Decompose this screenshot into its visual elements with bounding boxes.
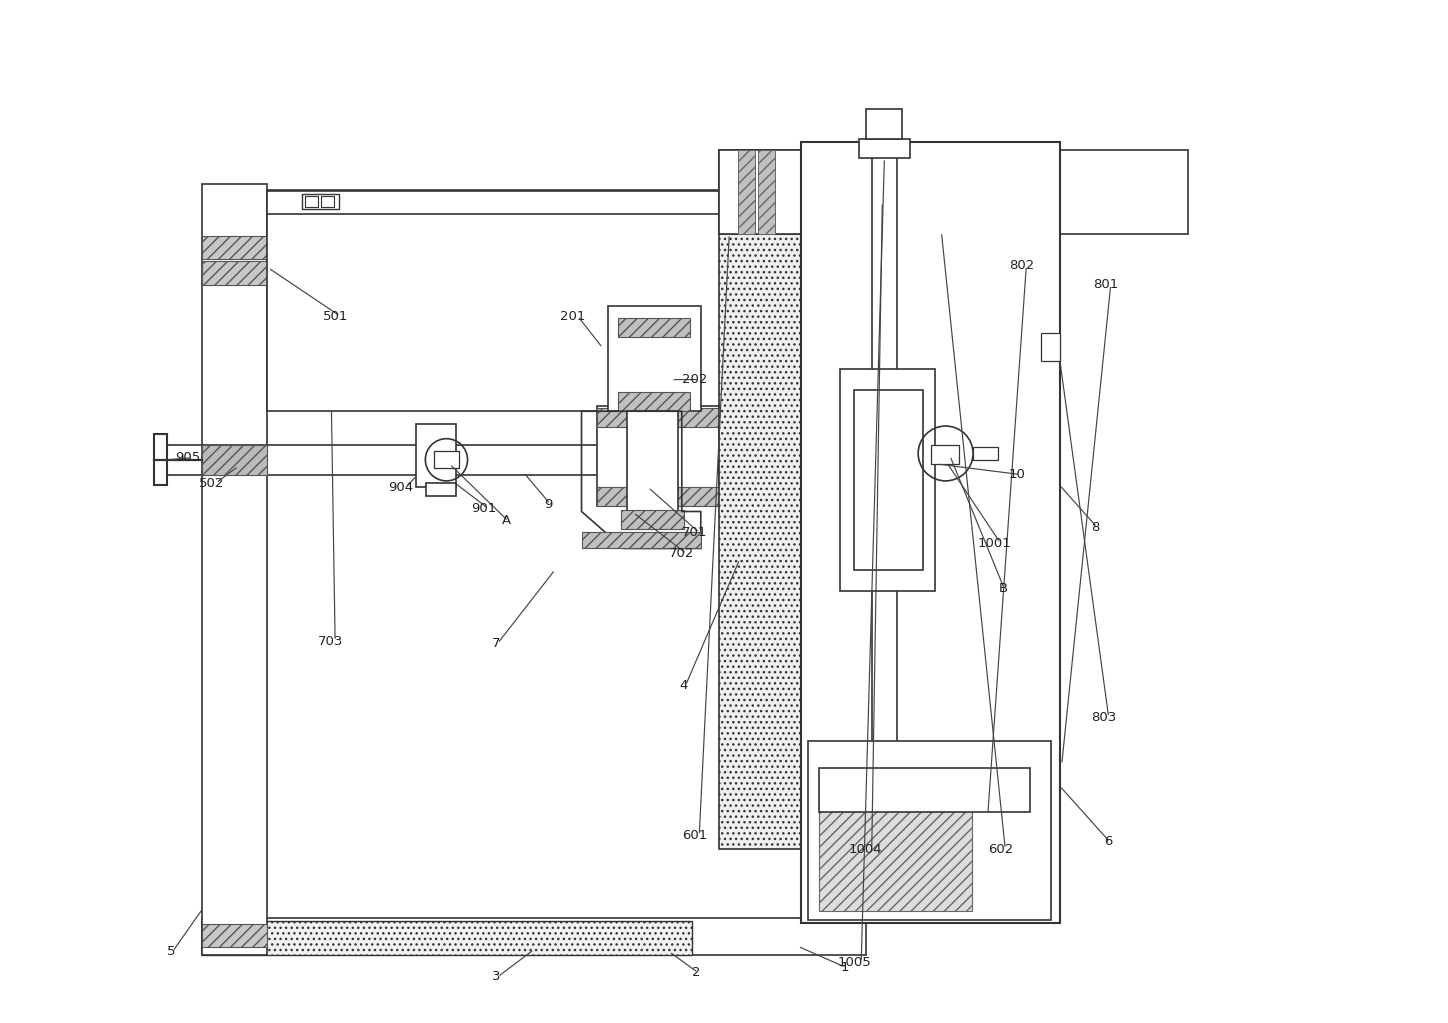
Bar (931, 445, 960, 464)
Bar (627, 411, 678, 512)
Bar (153, 435, 167, 485)
Text: 502: 502 (198, 477, 224, 490)
Text: 1004: 1004 (849, 843, 882, 855)
Bar (201, 445, 266, 475)
Bar (598, 408, 718, 427)
Bar (598, 487, 718, 506)
Bar (718, 152, 801, 849)
Bar (737, 149, 754, 234)
Bar (201, 921, 692, 954)
Bar (426, 483, 456, 496)
Text: 501: 501 (323, 310, 349, 323)
Bar (434, 451, 459, 469)
Bar (801, 142, 1060, 923)
Text: 904: 904 (388, 481, 414, 494)
Bar (416, 424, 456, 487)
Text: 202: 202 (682, 373, 707, 386)
Bar (973, 447, 998, 459)
Text: 1001: 1001 (977, 537, 1011, 549)
Text: 801: 801 (1093, 278, 1119, 292)
Bar (618, 392, 691, 411)
Text: 6: 6 (1103, 836, 1112, 848)
Bar (618, 318, 691, 338)
Text: 901: 901 (471, 502, 497, 515)
Text: 1: 1 (840, 961, 849, 974)
Bar (840, 369, 935, 590)
Text: 2: 2 (692, 966, 701, 979)
Bar (820, 768, 1030, 812)
Text: 9: 9 (544, 497, 553, 510)
Bar (854, 390, 924, 570)
Bar (266, 445, 610, 475)
Bar (266, 190, 785, 214)
Bar (201, 924, 266, 947)
Text: 803: 803 (1092, 711, 1116, 724)
Bar (321, 196, 333, 207)
Bar (582, 532, 701, 548)
Text: B: B (998, 582, 1008, 595)
Bar (201, 918, 866, 954)
Bar (608, 306, 701, 411)
Text: A: A (502, 515, 511, 528)
Text: 701: 701 (682, 526, 707, 539)
Bar (306, 196, 317, 207)
Text: 703: 703 (317, 635, 343, 648)
Text: 7: 7 (492, 637, 501, 650)
Text: 601: 601 (682, 829, 707, 842)
Text: 10: 10 (1009, 469, 1025, 481)
Text: 5: 5 (167, 945, 175, 959)
Bar (201, 262, 266, 284)
Bar (856, 149, 873, 234)
Bar (1041, 333, 1060, 360)
Bar (872, 152, 898, 849)
Text: 905: 905 (175, 451, 200, 464)
Text: 1005: 1005 (838, 955, 872, 969)
Bar (266, 189, 785, 411)
Bar (621, 532, 683, 548)
Text: 602: 602 (988, 843, 1014, 855)
Bar (301, 193, 339, 209)
Text: 3: 3 (492, 971, 501, 983)
Text: 802: 802 (1009, 259, 1034, 272)
Bar (718, 149, 801, 234)
Bar (621, 510, 683, 530)
Bar (598, 406, 718, 506)
Bar (840, 149, 922, 234)
Bar (808, 741, 1051, 920)
Text: 702: 702 (669, 547, 695, 561)
Bar (201, 236, 266, 259)
Bar (866, 109, 902, 139)
Bar (201, 184, 266, 954)
Bar (859, 139, 909, 158)
Text: 4: 4 (679, 679, 688, 693)
Bar (876, 149, 893, 234)
Text: 8: 8 (1092, 521, 1099, 534)
Bar (757, 149, 775, 234)
Bar (718, 149, 1189, 234)
Bar (820, 811, 972, 911)
Text: 201: 201 (560, 310, 586, 323)
